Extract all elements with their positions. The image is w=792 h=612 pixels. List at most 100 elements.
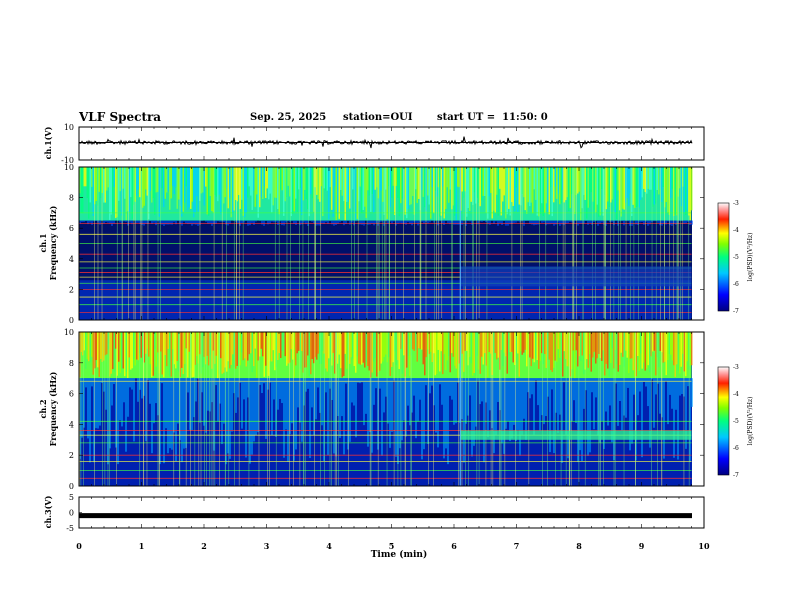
noise-streak: [261, 378, 263, 394]
noise-streak: [271, 378, 273, 436]
noise-streak: [645, 220, 647, 222]
high-band-streak: [142, 167, 144, 208]
high-band-streak: [484, 332, 486, 354]
high-band-streak: [545, 332, 547, 368]
noise-streak: [595, 220, 597, 222]
high-band-streak: [167, 332, 169, 349]
noise-streak: [557, 220, 559, 223]
noise-streak: [667, 220, 669, 222]
noise-streak: [685, 378, 687, 449]
high-band-streak: [631, 167, 633, 217]
noise-streak: [531, 220, 533, 225]
high-band-streak: [311, 332, 313, 360]
noise-streak: [653, 378, 655, 428]
noise-streak: [183, 220, 185, 222]
high-band-streak: [319, 332, 321, 364]
high-band-streak: [194, 332, 196, 365]
noise-streak: [565, 220, 567, 224]
noise-streak: [211, 378, 213, 403]
high-band-streak: [344, 167, 346, 221]
high-band-streak: [409, 332, 411, 376]
noise-streak: [255, 378, 257, 436]
noise-streak: [187, 378, 189, 393]
noise-streak: [461, 220, 463, 225]
high-band-streak: [506, 167, 508, 215]
noise-streak: [321, 378, 323, 426]
high-band-streak: [566, 332, 568, 367]
noise-streak: [305, 378, 307, 392]
high-band-streak: [523, 332, 525, 353]
high-band-streak: [623, 167, 625, 210]
high-band-streak: [148, 167, 150, 220]
ch1-colorbar-label: log(PSD)(V²/Hz): [747, 233, 754, 282]
noise-streak: [299, 220, 301, 226]
high-band-streak: [554, 167, 556, 187]
high-band-streak: [320, 167, 322, 187]
noise-streak: [193, 378, 195, 418]
noise-streak: [337, 220, 339, 224]
noise-streak: [505, 378, 507, 429]
ch1-trace: [79, 136, 693, 149]
noise-streak: [325, 220, 327, 223]
high-band-streak: [355, 167, 357, 220]
high-band-streak: [412, 167, 414, 196]
noise-streak: [335, 220, 337, 225]
high-band-streak: [197, 332, 199, 364]
noise-streak: [383, 378, 385, 413]
high-band-streak: [451, 167, 453, 210]
high-band-streak: [568, 332, 570, 367]
noise-streak: [127, 378, 129, 417]
high-band-streak: [673, 332, 675, 366]
high-band-streak: [280, 332, 282, 358]
high-band-streak: [620, 332, 622, 353]
x-axis-label: Time (min): [371, 549, 428, 560]
noise-streak: [109, 220, 111, 224]
high-band-streak: [634, 332, 636, 378]
high-band-streak: [92, 167, 94, 216]
noise-streak: [247, 220, 249, 226]
noise-streak: [327, 220, 329, 224]
high-band-streak: [515, 332, 517, 363]
high-band-streak: [670, 332, 672, 355]
high-band-streak: [535, 332, 537, 359]
high-band-streak: [337, 167, 339, 213]
noise-streak: [639, 378, 641, 392]
freq-tick-label: 10: [64, 328, 74, 337]
noise-streak: [213, 378, 215, 451]
high-band-streak: [439, 167, 441, 217]
high-band-streak: [223, 332, 225, 373]
ch3-y-tick-label: -5: [66, 524, 74, 533]
noise-streak: [519, 220, 521, 223]
noise-streak: [539, 378, 541, 431]
noise-streak: [351, 378, 353, 403]
high-band-streak: [265, 167, 267, 199]
high-band-streak: [536, 167, 538, 216]
high-band-streak: [197, 167, 199, 212]
noise-streak: [481, 378, 483, 402]
high-band-streak: [176, 167, 178, 209]
high-band-streak: [239, 167, 241, 210]
noise-streak: [659, 378, 661, 414]
noise-streak: [181, 220, 183, 226]
high-band-streak: [268, 167, 270, 200]
noise-streak: [407, 220, 409, 223]
noise-streak: [175, 220, 177, 225]
noise-streak: [203, 378, 205, 426]
noise-streak: [333, 220, 335, 226]
high-band-streak: [161, 332, 163, 375]
high-band-streak: [605, 167, 607, 210]
high-band-streak: [341, 332, 343, 378]
high-band-streak: [488, 332, 490, 353]
noise-streak: [141, 378, 143, 399]
noise-streak: [663, 378, 665, 459]
noise-streak: [447, 220, 449, 224]
high-band-streak: [401, 167, 403, 199]
high-band-streak: [227, 167, 229, 209]
noise-streak: [407, 378, 409, 406]
ch2-spectrogram-ylabel-freq: Frequency (kHz): [48, 371, 58, 446]
high-band-streak: [259, 167, 261, 208]
noise-streak: [345, 220, 347, 225]
noise-streak: [547, 220, 549, 225]
noise-streak: [207, 220, 209, 224]
noise-streak: [423, 378, 425, 450]
